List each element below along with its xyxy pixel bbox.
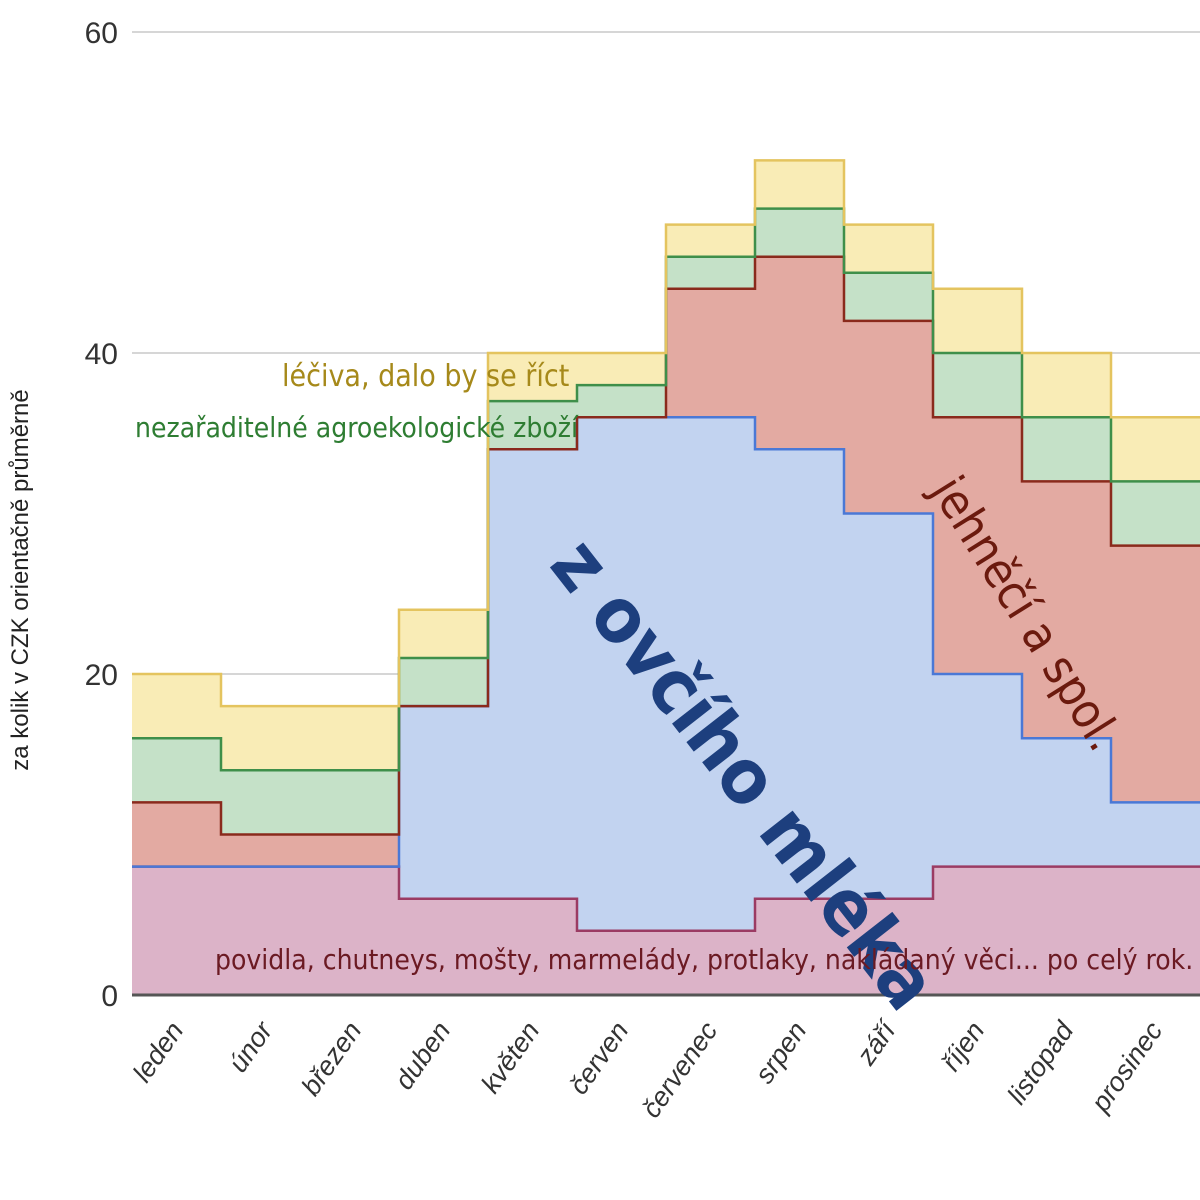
y-axis-label: za kolik v CZK orientačně průměrně [7,389,34,771]
x-tick-5: červen [563,1016,634,1100]
x-tick-6: červenec [636,1016,724,1123]
x-tick-10: listopad [1001,1015,1080,1109]
x-tick-3: duben [389,1016,457,1095]
annotation-povidla: povidla, chutneys, mošty, marmelády, pro… [215,943,1193,976]
series-lines [132,159,1200,933]
x-tick-11: prosinec [1085,1016,1169,1118]
y-tick-60: 60 [85,17,118,50]
x-tick-2: březen [295,1016,367,1101]
x-tick-labels: leden únor březen duben květen červen červenec… [127,1014,1169,1123]
x-tick-1: únor [223,1015,279,1077]
x-tick-4: květen [475,1016,545,1098]
x-tick-7: srpen [749,1016,812,1089]
x-tick-8: září [850,1014,902,1071]
annotation-leciva: léčiva, dalo by se říct [282,359,569,394]
x-tick-0: leden [127,1016,189,1087]
annotation-agro: nezařaditelné agroekologické zboží [135,411,579,444]
line-leciva [132,159,1200,708]
x-tick-9: říjen [936,1016,991,1076]
y-tick-0: 0 [101,980,118,1013]
y-tick-20: 20 [85,659,118,692]
y-tick-40: 40 [85,338,118,371]
y-tick-labels: 0 20 40 60 [85,17,118,1013]
